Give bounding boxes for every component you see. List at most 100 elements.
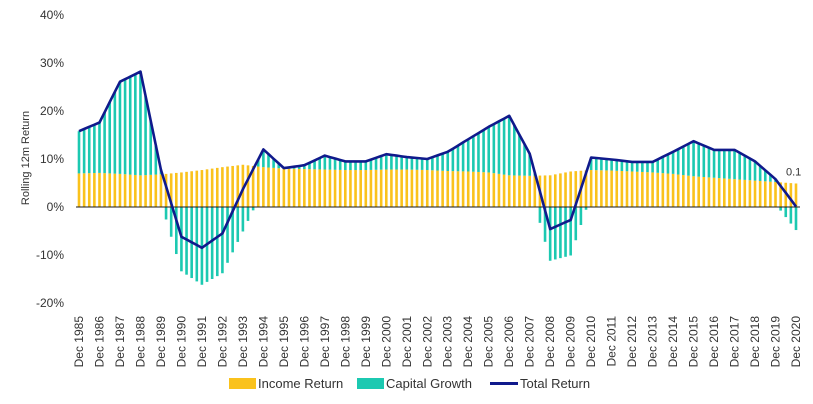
income-return-bar — [328, 169, 332, 207]
capital-growth-bar — [477, 133, 480, 172]
capital-growth-bar — [456, 145, 460, 172]
income-return-bar — [369, 169, 373, 207]
capital-growth-bar — [354, 161, 357, 171]
income-return-bar — [287, 168, 291, 207]
capital-growth-bar — [262, 149, 265, 168]
income-return-bar — [446, 171, 450, 207]
income-return-bar — [641, 171, 644, 207]
capital-growth-bar — [123, 79, 127, 175]
income-return-bar — [221, 167, 224, 207]
income-return-bar — [297, 168, 301, 207]
x-tick-label: Dec 1993 — [236, 316, 250, 368]
income-return-bar — [569, 171, 572, 207]
income-return-bar — [354, 170, 357, 207]
income-return-bar — [682, 175, 685, 207]
capital-growth-bar — [564, 207, 567, 257]
capital-growth-bar — [405, 157, 409, 170]
capital-growth-bar — [118, 81, 122, 174]
capital-growth-bar — [236, 207, 240, 242]
capital-growth-bar — [758, 165, 762, 181]
income-return-bar — [625, 171, 629, 207]
capital-growth-bar — [98, 122, 101, 173]
income-return-bar — [472, 171, 475, 207]
capital-growth-bar — [328, 157, 332, 170]
capital-growth-bar — [543, 207, 547, 242]
bars-group — [77, 71, 798, 285]
income-return-bar — [743, 179, 747, 207]
legend-swatch — [229, 378, 256, 389]
income-return-bar — [195, 170, 199, 207]
income-return-bar — [405, 169, 409, 207]
income-return-bar — [610, 170, 613, 207]
capital-growth-bar — [779, 207, 782, 211]
income-return-bar — [594, 170, 598, 207]
income-return-bar — [553, 174, 557, 207]
capital-growth-bar — [789, 207, 793, 224]
income-return-bar — [149, 174, 152, 207]
capital-growth-bar — [717, 149, 721, 179]
income-return-bar — [723, 178, 726, 207]
income-return-bar — [108, 173, 112, 207]
income-return-bar — [144, 175, 147, 207]
x-tick-label: Dec 2016 — [707, 316, 721, 368]
x-tick-label: Dec 2002 — [420, 316, 434, 368]
income-return-bar — [277, 168, 281, 207]
income-return-bar — [154, 174, 158, 207]
income-return-bar — [272, 167, 275, 207]
income-return-bar — [651, 172, 654, 207]
income-return-bar — [758, 180, 762, 207]
capital-growth-bar — [226, 207, 229, 263]
income-return-bar — [497, 173, 501, 207]
last-value-annotation: 0.1 — [786, 166, 801, 178]
capital-growth-bar — [784, 207, 788, 218]
capital-growth-bar — [103, 112, 106, 174]
x-tick-label: Dec 2003 — [441, 316, 455, 368]
income-return-bar — [159, 174, 163, 207]
x-tick-label: Dec 2012 — [625, 316, 639, 368]
capital-growth-bar — [728, 149, 731, 179]
income-return-bar — [123, 174, 127, 207]
income-return-bar — [574, 171, 578, 207]
capital-growth-bar — [308, 162, 311, 170]
income-return-bar — [333, 169, 337, 207]
income-return-bar — [774, 182, 777, 207]
capital-growth-bar — [256, 159, 260, 167]
x-tick-label: Dec 2011 — [605, 316, 619, 367]
capital-growth-bar — [390, 154, 393, 170]
capital-growth-bar — [513, 125, 516, 176]
income-return-bar — [543, 175, 547, 207]
capital-growth-bar — [374, 157, 378, 170]
capital-growth-bar — [113, 91, 117, 174]
income-return-bar — [175, 172, 178, 207]
income-return-bar — [318, 169, 322, 207]
capital-growth-bar — [251, 207, 255, 211]
income-return-bar — [231, 165, 234, 207]
x-tick-label: Dec 2007 — [523, 316, 537, 368]
x-tick-label: Dec 2018 — [748, 316, 762, 368]
x-tick-label: Dec 2005 — [482, 316, 496, 368]
income-return-bar — [436, 170, 439, 207]
capital-growth-bar — [77, 131, 81, 174]
capital-growth-bar — [569, 207, 572, 256]
x-tick-label: Dec 2014 — [666, 316, 680, 368]
capital-growth-bar — [303, 165, 306, 170]
capital-growth-bar — [267, 154, 270, 168]
capital-growth-bar — [661, 156, 665, 174]
income-return-bar — [431, 170, 434, 207]
income-return-bar — [600, 170, 603, 207]
x-tick-label: Dec 1986 — [93, 316, 107, 368]
income-return-bar — [733, 179, 736, 207]
capital-growth-bar — [108, 102, 112, 174]
x-tick-label: Dec 1988 — [134, 316, 148, 368]
income-return-bar — [502, 174, 506, 207]
income-return-bar — [384, 169, 388, 207]
capital-growth-bar — [410, 157, 414, 170]
capital-growth-bar — [682, 146, 685, 176]
income-return-bar — [103, 173, 106, 207]
income-return-bar — [666, 173, 670, 207]
income-return-bar — [456, 171, 460, 207]
income-return-bar — [349, 170, 352, 207]
capital-growth-bar — [175, 207, 178, 255]
income-return-bar — [420, 169, 424, 207]
capital-growth-bar — [180, 207, 183, 272]
